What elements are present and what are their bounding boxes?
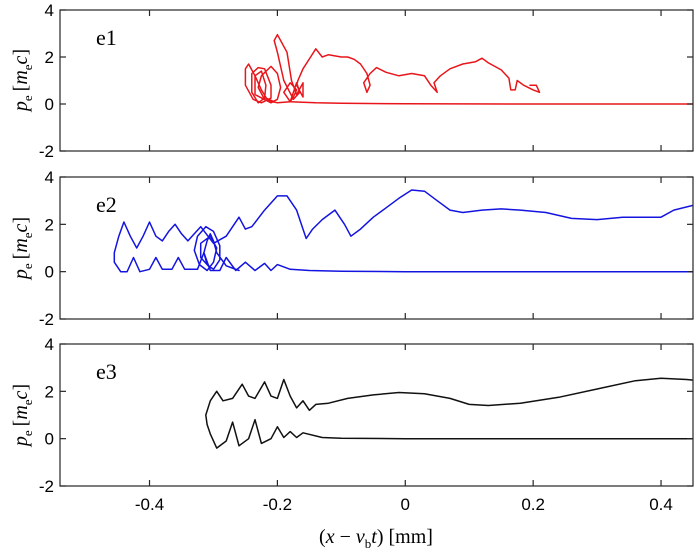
- y-axis-label: pe[mec]: [10, 217, 35, 281]
- ticks: [60, 9, 693, 152]
- panel-label: e2: [96, 192, 117, 217]
- y-tick-label: 4: [45, 168, 54, 187]
- ticks: [60, 343, 693, 487]
- x-tick-label: 0.4: [649, 495, 673, 514]
- y-tick-label: 4: [45, 1, 54, 20]
- panel-e3: -2 0 2 4 -0.4 -0.2 0 0.2 0.4 e3 pe[mec] (x − vb…: [10, 335, 694, 551]
- panel-e2: -2 0 2 4 e2 pe[mec]: [10, 168, 694, 329]
- axes-frame: [59, 9, 694, 152]
- panel-label: e3: [96, 359, 117, 384]
- y-tick-label: 2: [45, 382, 54, 401]
- y-tick-labels: -2 0 2 4: [39, 168, 54, 329]
- curves: [244, 33, 693, 105]
- y-axis-label: pe[mec]: [10, 49, 35, 113]
- curves: [113, 189, 693, 273]
- y-tick-label: 2: [45, 215, 54, 234]
- y-tick-labels: -2 0 2 4: [39, 335, 54, 496]
- x-tick-label: 0: [401, 495, 410, 514]
- y-tick-label: 0: [45, 430, 54, 449]
- y-tick-label: 2: [45, 48, 54, 67]
- y-tick-label: -2: [39, 142, 54, 161]
- axes-frame: [59, 343, 694, 487]
- y-tick-label: 0: [45, 95, 54, 114]
- series-trajectory: [113, 189, 693, 273]
- x-axis-label: (x − vbt) [mm]: [319, 526, 433, 551]
- y-axis-label: pe[mec]: [10, 384, 35, 448]
- y-tick-label: 0: [45, 263, 54, 282]
- x-tick-label: -0.4: [135, 495, 164, 514]
- series-trajectory: [205, 377, 693, 449]
- x-tick-label: 0.2: [521, 495, 545, 514]
- panel-e1: -2 0 2 4 e1 pe[mec]: [10, 1, 694, 161]
- y-tick-labels: -2 0 2 4: [39, 1, 54, 161]
- y-tick-label: 4: [45, 335, 54, 354]
- axes-frame: [59, 176, 694, 320]
- x-tick-label: -0.2: [263, 495, 292, 514]
- series-loops: [244, 63, 291, 104]
- y-tick-label: -2: [39, 477, 54, 496]
- panel-label: e1: [96, 25, 117, 50]
- ticks: [60, 176, 693, 320]
- curves: [205, 377, 693, 449]
- x-tick-labels: -0.4 -0.2 0 0.2 0.4: [135, 495, 673, 514]
- series-loops: [193, 225, 240, 272]
- y-tick-label: -2: [39, 310, 54, 329]
- series-trajectory: [273, 33, 693, 105]
